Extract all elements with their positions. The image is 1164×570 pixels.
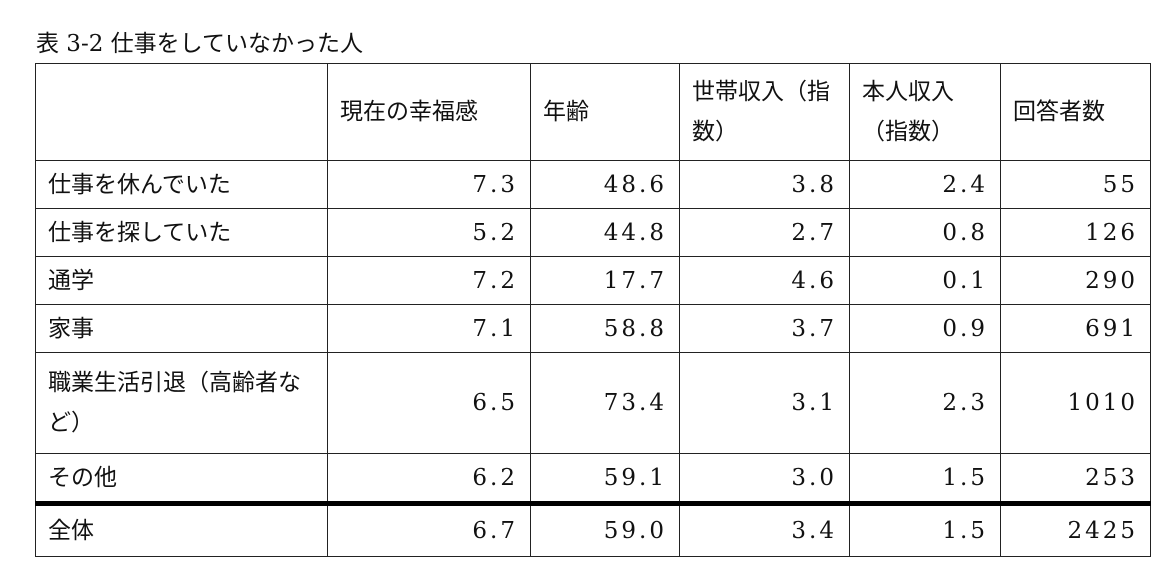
cell: 1010 xyxy=(1000,352,1151,454)
header-cell: 本人収入（指数） xyxy=(849,63,1001,161)
cell: 48.6 xyxy=(530,160,680,209)
cell: 2.7 xyxy=(679,208,850,257)
cell: 1.5 xyxy=(849,453,1001,504)
cell: 3.8 xyxy=(679,160,850,209)
cell: 55 xyxy=(1000,160,1151,209)
cell: 0.8 xyxy=(849,208,1001,257)
table-title: 表 3-2 仕事をしていなかった人 xyxy=(36,31,363,57)
cell: 126 xyxy=(1000,208,1151,257)
cell: 59.1 xyxy=(530,453,680,504)
row-label: 職業生活引退（高齢者など） xyxy=(35,352,328,454)
data-table: 現在の幸福感 年齢 世帯収入（指数） 本人収入（指数） 回答者数 仕事を休んでいた 7.3… xyxy=(35,63,1151,557)
cell: 6.5 xyxy=(327,352,531,454)
header-cell: 回答者数 xyxy=(1000,63,1151,161)
cell: 290 xyxy=(1000,256,1151,305)
cell: 17.7 xyxy=(530,256,680,305)
table-row: 全体 6.7 59.0 3.4 1.5 2425 xyxy=(35,501,1151,557)
cell: 6.7 xyxy=(327,501,531,557)
header-cell xyxy=(35,63,328,161)
cell: 3.4 xyxy=(679,501,850,557)
cell: 59.0 xyxy=(530,501,680,557)
cell: 7.3 xyxy=(327,160,531,209)
cell: 7.1 xyxy=(327,304,531,353)
table-body: 仕事を休んでいた 7.3 48.6 3.8 2.4 55 仕事を探していた 5.2 44.8 2.… xyxy=(35,160,1151,557)
header-cell: 年齢 xyxy=(530,63,680,161)
row-label: 通学 xyxy=(35,256,328,305)
row-label: 全体 xyxy=(35,501,328,557)
cell: 2.3 xyxy=(849,352,1001,454)
cell: 0.1 xyxy=(849,256,1001,305)
cell: 691 xyxy=(1000,304,1151,353)
cell: 73.4 xyxy=(530,352,680,454)
row-label: その他 xyxy=(35,453,328,504)
cell: 6.2 xyxy=(327,453,531,504)
cell: 3.0 xyxy=(679,453,850,504)
cell: 44.8 xyxy=(530,208,680,257)
cell: 4.6 xyxy=(679,256,850,305)
table-row: 家事 7.1 58.8 3.7 0.9 691 xyxy=(35,304,1151,353)
cell: 2425 xyxy=(1000,501,1151,557)
cell: 253 xyxy=(1000,453,1151,504)
table-row: 仕事を休んでいた 7.3 48.6 3.8 2.4 55 xyxy=(35,160,1151,209)
table-row: 通学 7.2 17.7 4.6 0.1 290 xyxy=(35,256,1151,305)
cell: 3.1 xyxy=(679,352,850,454)
row-label: 仕事を休んでいた xyxy=(35,160,328,209)
header-cell: 世帯収入（指数） xyxy=(679,63,850,161)
cell: 3.7 xyxy=(679,304,850,353)
row-label: 家事 xyxy=(35,304,328,353)
cell: 58.8 xyxy=(530,304,680,353)
cell: 5.2 xyxy=(327,208,531,257)
cell: 2.4 xyxy=(849,160,1001,209)
table-row: 仕事を探していた 5.2 44.8 2.7 0.8 126 xyxy=(35,208,1151,257)
cell: 7.2 xyxy=(327,256,531,305)
table-head: 現在の幸福感 年齢 世帯収入（指数） 本人収入（指数） 回答者数 xyxy=(35,63,1151,161)
cell: 0.9 xyxy=(849,304,1001,353)
cell: 1.5 xyxy=(849,501,1001,557)
header-cell: 現在の幸福感 xyxy=(327,63,531,161)
table-row: その他 6.2 59.1 3.0 1.5 253 xyxy=(35,453,1151,504)
table-row: 職業生活引退（高齢者など） 6.5 73.4 3.1 2.3 1010 xyxy=(35,352,1151,454)
header-row: 現在の幸福感 年齢 世帯収入（指数） 本人収入（指数） 回答者数 xyxy=(35,63,1151,161)
row-label: 仕事を探していた xyxy=(35,208,328,257)
